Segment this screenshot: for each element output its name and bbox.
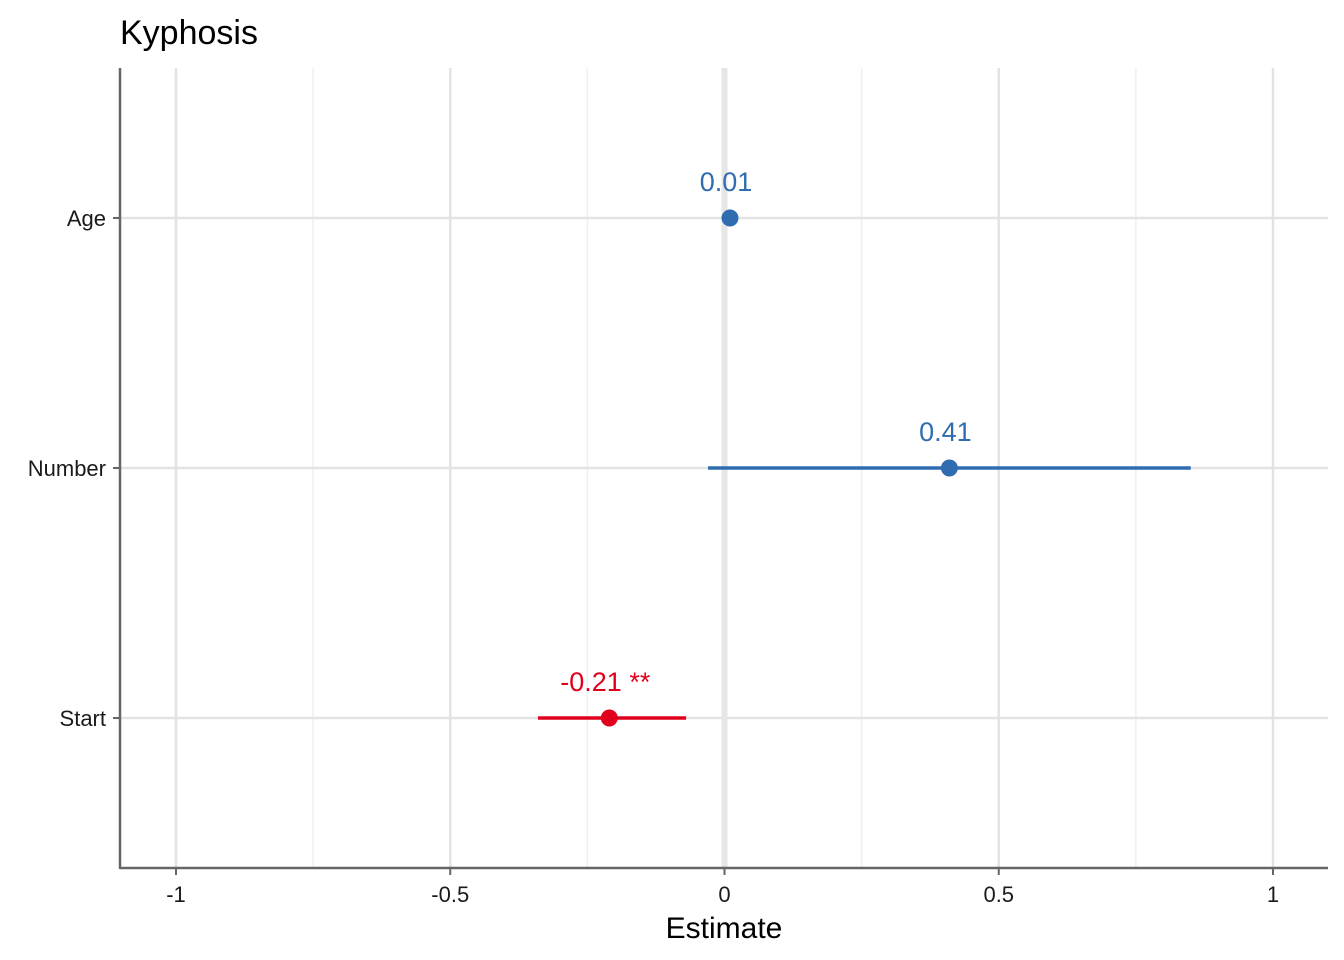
chart-title: Kyphosis (120, 14, 258, 52)
x-axis-label: Estimate (666, 912, 783, 945)
x-tick-label: 1 (1267, 882, 1279, 907)
estimate-label-start: -0.21 ** (560, 667, 651, 697)
estimate-point-number (940, 459, 958, 477)
y-tick-label-number: Number (28, 456, 106, 481)
x-tick-label: 0 (718, 882, 730, 907)
estimate-label-age: 0.01 (700, 167, 753, 197)
estimate-point-start (600, 709, 618, 727)
estimate-label-number: 0.41 (919, 417, 972, 447)
x-tick-label: -1 (166, 882, 186, 907)
estimate-point-age (721, 209, 739, 227)
x-tick-label: -0.5 (431, 882, 469, 907)
axes: -1 -0.5 0 0.5 1 Age Number Start (28, 68, 1328, 907)
x-tick-label: 0.5 (983, 882, 1014, 907)
marks: 0.01 0.41 -0.21 ** (538, 167, 1191, 727)
y-tick-label-age: Age (67, 206, 106, 231)
y-tick-label-start: Start (60, 706, 106, 731)
